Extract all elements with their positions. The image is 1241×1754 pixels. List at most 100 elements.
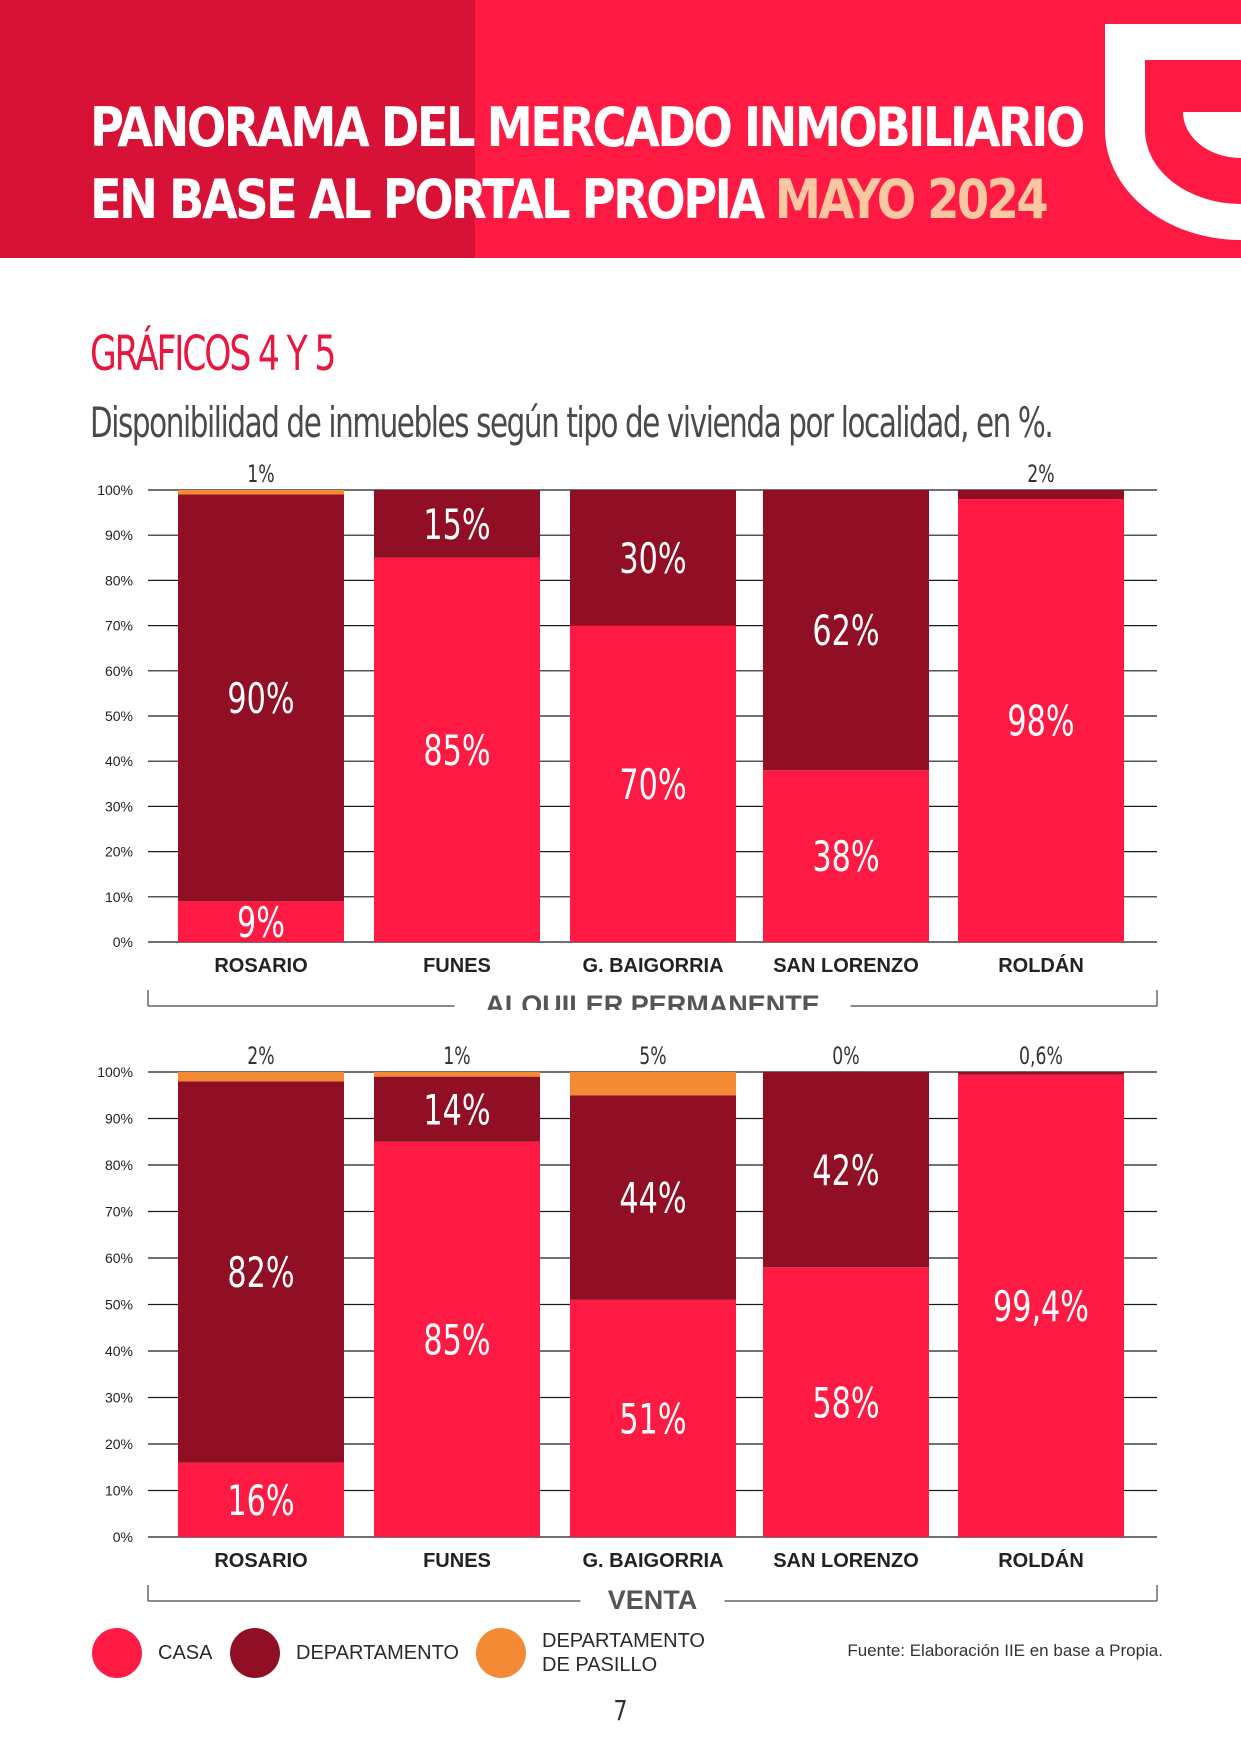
category-label-rosario: ROSARIO	[214, 1550, 307, 1572]
top-label-roldan: 0,6%	[1019, 1042, 1063, 1070]
data-label-casa-roldan: 98%	[1007, 697, 1074, 746]
y-tick-label: 100%	[97, 1064, 133, 1080]
header-dark-panel	[0, 0, 475, 258]
legend-label-casa: CASA	[158, 1642, 213, 1664]
top-label-rosario: 2%	[247, 1042, 274, 1070]
legend-item-departamento: DEPARTAMENTO	[230, 1628, 459, 1678]
y-tick-label: 80%	[105, 572, 133, 588]
header-banner: PANORAMA DEL MERCADO INMOBILIARIO EN BAS…	[0, 0, 1241, 258]
report-date: MAYO 2024	[774, 168, 1049, 231]
y-tick-label: 30%	[105, 798, 133, 814]
category-label-roldan: ROLDÁN	[998, 1549, 1084, 1572]
legend-label-pasillo: DEPARTAMENTO DE PASILLO	[542, 1630, 705, 1676]
bar-departamento-roldan	[958, 490, 1124, 500]
bar-departamento-san-lorenzo	[763, 1072, 929, 1268]
y-tick-label: 50%	[105, 1297, 133, 1313]
report-title-line-2-text: EN BASE AL PORTAL PROPIA	[90, 168, 765, 231]
bar-departamento-funes	[374, 490, 540, 558]
bar-pasillo-rosario	[178, 1072, 344, 1082]
data-label-departamento-g-baigorria: 44%	[619, 1174, 686, 1223]
y-tick-label: 100%	[97, 482, 133, 498]
y-tick-label: 90%	[105, 1111, 133, 1127]
y-tick-label: 70%	[105, 618, 133, 634]
top-label-g-baigorria: 5%	[639, 1042, 666, 1070]
page-number: 7	[613, 1694, 628, 1727]
category-label-g-baigorria: G. BAIGORRIA	[582, 955, 723, 977]
legend-swatch-casa	[92, 1628, 142, 1678]
data-label-casa-funes: 85%	[423, 726, 490, 775]
y-tick-label: 0%	[113, 934, 133, 950]
bar-casa-g-baigorria	[570, 625, 736, 942]
bar-casa-funes	[374, 1141, 540, 1537]
data-label-departamento-san-lorenzo: 42%	[812, 1146, 879, 1195]
y-tick-label: 40%	[105, 1343, 133, 1359]
bar-departamento-funes	[374, 1076, 540, 1142]
y-tick-label: 20%	[105, 844, 133, 860]
bar-casa-roldan	[958, 499, 1124, 942]
y-tick-label: 30%	[105, 1390, 133, 1406]
top-label-roldan: 2%	[1027, 460, 1054, 488]
section-title: GRÁFICOS 4 Y 5	[90, 326, 336, 382]
top-label-rosario: 1%	[247, 460, 274, 488]
chart-alquiler-permanente: 0% 10% 20% 30% 40% 50% 60% 70% 80% 90% 100% 9% 90% 1%…	[97, 460, 1158, 1010]
category-label-roldan: ROLDÁN	[998, 954, 1084, 977]
y-tick-label: 20%	[105, 1436, 133, 1452]
data-label-departamento-g-baigorria: 30%	[619, 534, 686, 583]
bar-casa-rosario	[178, 901, 344, 942]
category-label-san-lorenzo: SAN LORENZO	[773, 1550, 919, 1572]
data-label-departamento-rosario: 90%	[227, 674, 294, 723]
bar-casa-san-lorenzo	[763, 770, 929, 942]
brand-logo-icon	[1105, 24, 1241, 240]
bar-departamento-san-lorenzo	[763, 490, 929, 771]
bar-pasillo-g-baigorria	[570, 1072, 736, 1096]
y-tick-label: 60%	[105, 663, 133, 679]
section-subtitle: Disponibilidad de inmuebles según tipo d…	[90, 398, 1054, 447]
bar-casa-roldan	[958, 1074, 1124, 1537]
bar-departamento-g-baigorria	[570, 1095, 736, 1300]
legend-swatch-departamento	[230, 1628, 280, 1678]
y-tick-label: 10%	[105, 1483, 133, 1499]
chart-venta: 0% 10% 20% 30% 40% 50% 60% 70% 80% 90% 100% 16% 82% 2…	[97, 1042, 1158, 1612]
report-title-line-1: PANORAMA DEL MERCADO INMOBILIARIO	[90, 96, 1085, 159]
data-label-departamento-rosario: 82%	[227, 1248, 294, 1297]
data-label-casa-san-lorenzo: 38%	[812, 832, 879, 881]
y-tick-label: 70%	[105, 1204, 133, 1220]
bar-casa-san-lorenzo	[763, 1267, 929, 1537]
data-label-casa-g-baigorria: 51%	[619, 1395, 686, 1444]
category-label-rosario: ROSARIO	[214, 955, 307, 977]
data-label-departamento-funes: 15%	[423, 500, 490, 549]
source-note: Fuente: Elaboración IIE en base a Propia…	[847, 1641, 1163, 1660]
group-title: ALQUILER PERMANENTE	[485, 990, 820, 1010]
bar-departamento-roldan	[958, 1072, 1124, 1075]
data-label-casa-rosario: 9%	[237, 898, 285, 947]
data-label-departamento-san-lorenzo: 62%	[812, 606, 879, 655]
category-label-g-baigorria: G. BAIGORRIA	[582, 1550, 723, 1572]
bar-departamento-rosario	[178, 494, 344, 902]
bar-pasillo-rosario	[178, 490, 344, 495]
report-title-line-2: EN BASE AL PORTAL PROPIA MAYO 2024	[90, 168, 1049, 231]
data-label-casa-rosario: 16%	[227, 1476, 294, 1525]
legend-swatch-pasillo	[476, 1628, 526, 1678]
y-tick-label: 60%	[105, 1250, 133, 1266]
top-label-funes: 1%	[443, 1042, 470, 1070]
y-tick-label: 50%	[105, 708, 133, 724]
bar-departamento-g-baigorria	[570, 490, 736, 626]
y-tick-label: 90%	[105, 527, 133, 543]
group-title: VENTA	[608, 1585, 698, 1612]
data-label-casa-san-lorenzo: 58%	[812, 1378, 879, 1427]
top-label-san-lorenzo: 0%	[832, 1042, 859, 1070]
bar-casa-g-baigorria	[570, 1299, 736, 1537]
category-label-san-lorenzo: SAN LORENZO	[773, 955, 919, 977]
bar-casa-funes	[374, 557, 540, 942]
bar-casa-rosario	[178, 1462, 344, 1537]
bar-pasillo-funes	[374, 1072, 540, 1077]
data-label-departamento-funes: 14%	[423, 1085, 490, 1134]
data-label-casa-funes: 85%	[423, 1315, 490, 1364]
y-tick-label: 40%	[105, 753, 133, 769]
legend-item-pasillo: DEPARTAMENTO DE PASILLO	[476, 1628, 732, 1678]
category-label-funes: FUNES	[423, 955, 491, 977]
legend-item-casa: CASA	[92, 1628, 212, 1678]
data-label-casa-roldan: 99,4%	[993, 1282, 1089, 1331]
legend-label-departamento: DEPARTAMENTO	[296, 1642, 459, 1664]
data-label-casa-g-baigorria: 70%	[619, 760, 686, 809]
